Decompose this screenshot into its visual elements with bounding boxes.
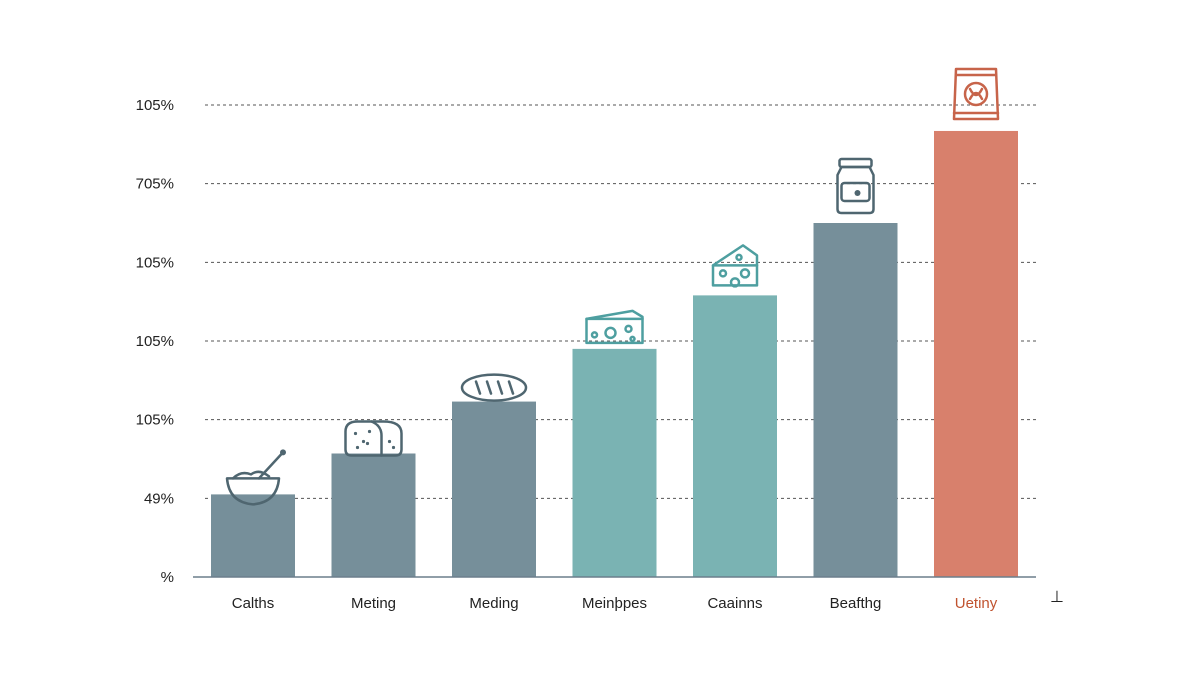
snack-bag-icon xyxy=(952,67,1000,121)
bar-7 xyxy=(934,130,1018,577)
baguette-icon xyxy=(460,373,528,402)
x-category-label: Meinþpes xyxy=(582,595,647,612)
y-tick-label: 105% xyxy=(136,412,174,429)
corner-glyph: ⊥ xyxy=(1050,589,1064,606)
x-category-label: Calths xyxy=(232,595,275,612)
bread-loaf-icon xyxy=(344,420,403,457)
bowl-icon xyxy=(225,449,286,506)
bar-2 xyxy=(331,453,416,577)
bar-3 xyxy=(452,401,536,577)
bar-icons xyxy=(225,67,1000,506)
y-tick-label: 105% xyxy=(136,97,174,114)
bar-1 xyxy=(211,494,295,577)
y-tick-label: 105% xyxy=(136,333,174,350)
x-category-label: Caainns xyxy=(707,595,762,612)
x-axis-labels: Calths Meting Meding Meinþpes Caainns Beafthg… xyxy=(232,595,998,612)
x-category-label: Meding xyxy=(469,595,518,612)
x-category-label: Meting xyxy=(351,595,396,612)
y-tick-label: 105% xyxy=(136,254,174,271)
cheese-wedge-icon xyxy=(585,309,644,345)
bar-5 xyxy=(693,295,777,577)
bar-4 xyxy=(572,348,657,577)
bar-6 xyxy=(813,223,898,577)
y-axis-labels: % 49% 105% 105% 105% 705% 105% xyxy=(136,97,174,586)
bars xyxy=(211,130,1018,577)
cheese-block-icon xyxy=(711,244,759,288)
y-tick-label: 705% xyxy=(136,176,174,193)
jar-icon xyxy=(836,157,875,215)
y-tick-label: 49% xyxy=(144,490,174,507)
x-category-label: Uetiny xyxy=(955,595,998,612)
y-tick-label: % xyxy=(161,569,174,586)
x-category-label: Beafthg xyxy=(830,595,882,612)
